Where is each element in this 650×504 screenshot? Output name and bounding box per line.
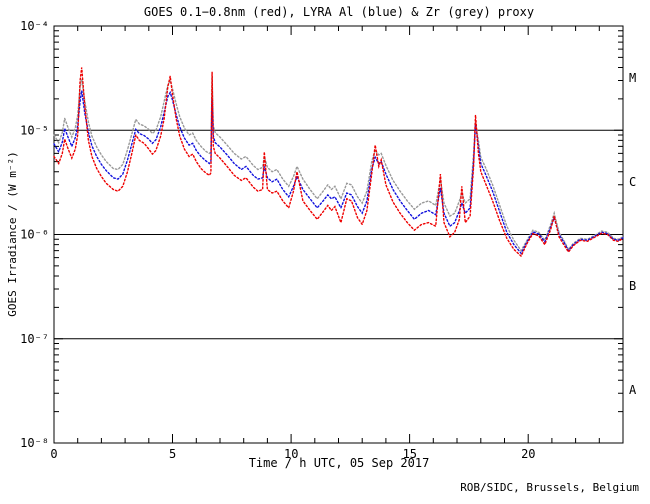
y-tick-label-1e-4: 10⁻⁴ [20, 19, 49, 33]
flare-class-label-m: M [629, 71, 636, 85]
y-tick-label-1e-5: 10⁻⁵ [20, 123, 49, 137]
curve-lyra-zr-proxy [53, 76, 624, 252]
flare-class-label-a: A [629, 383, 637, 397]
tick-marks-path [53, 25, 624, 444]
y-axis-label: GOES Irradiance / (W m⁻²) [6, 151, 19, 317]
y-tick-label-1e-8: 10⁻⁸ [20, 436, 49, 450]
x-tick-label-0: 0 [50, 447, 57, 461]
flare-class-label-b: B [629, 279, 636, 293]
data-curves [53, 67, 624, 258]
x-tick-label-10: 10 [284, 447, 298, 461]
credit-text: ROB/SIDC, Brussels, Belgium [460, 481, 639, 494]
flare-class-label-c: C [629, 175, 636, 189]
curve-lyra-al-proxy [53, 90, 624, 255]
x-tick-label-15: 15 [403, 447, 417, 461]
x-tick-label-5: 5 [169, 447, 176, 461]
x-axis-label: Time / h UTC, 05 Sep 2017 [249, 456, 430, 470]
axis-ticks [53, 25, 624, 444]
y-tick-label-1e-6: 10⁻⁶ [20, 228, 49, 242]
flare-class-boundary-lines [54, 129, 623, 340]
chart-title: GOES 0.1−0.8nm (red), LYRA Al (blue) & Z… [144, 5, 534, 19]
y-tick-label-1e-7: 10⁻⁷ [20, 332, 49, 346]
curve-goes-0-1-0-8nm [53, 67, 624, 258]
x-tick-label-20: 20 [521, 447, 535, 461]
